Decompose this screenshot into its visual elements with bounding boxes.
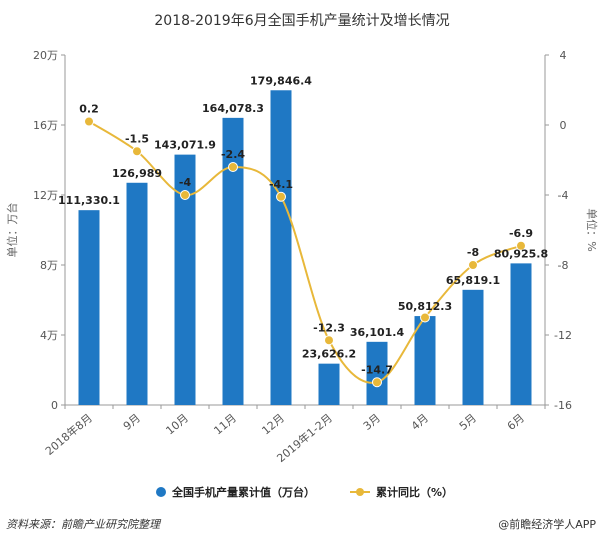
bar <box>174 154 196 405</box>
growth-line <box>88 120 522 384</box>
line-value-label: -4 <box>179 176 192 189</box>
growth-point <box>84 116 94 127</box>
y-right-axis-title: 单位：% <box>585 208 599 251</box>
bar-value-label: 50,812.3 <box>398 300 452 313</box>
bar-value-label: 65,819.1 <box>446 274 500 287</box>
growth-point <box>516 240 526 251</box>
bar <box>78 210 100 405</box>
bar <box>462 289 484 405</box>
y-right-tick-label: -16 <box>554 399 572 412</box>
line-value-label: -1.5 <box>125 132 149 145</box>
growth-point <box>228 162 238 172</box>
bar <box>414 316 436 405</box>
data-labels: 111,330.1 126,989 143,071.9 164,078.3 179,84… <box>58 74 548 376</box>
line-value-label: -8 <box>467 246 479 259</box>
line-value-label: -4.1 <box>269 178 293 191</box>
y-right-tick-label: -4 <box>558 189 569 202</box>
legend-bar-marker <box>156 487 166 497</box>
bar <box>222 117 244 405</box>
x-tick-label: 3月 <box>361 411 383 433</box>
x-tick-label: 2018年8月 <box>42 411 95 458</box>
legend-bar-label: 全国手机产量累计值（万台） <box>171 485 315 499</box>
growth-point <box>468 260 478 270</box>
line-value-label: 0.2 <box>79 103 99 116</box>
y-left-tick-label: 4万 <box>40 329 58 342</box>
bar-value-label: 126,989 <box>112 167 162 180</box>
x-tick-label: 11月 <box>211 411 239 437</box>
y-right-tick-label: 4 <box>560 49 567 62</box>
line-value-label: -12.3 <box>313 321 345 334</box>
legend-line-point <box>356 488 364 496</box>
growth-point <box>180 190 190 200</box>
source-note: 资料来源：前瞻产业研究院整理 <box>6 518 160 531</box>
y-left-tick-label: 8万 <box>40 259 58 272</box>
bar <box>270 90 292 405</box>
bar-value-label: 36,101.4 <box>350 326 405 339</box>
x-tick-label: 5月 <box>457 411 479 433</box>
bar <box>318 363 340 405</box>
bar-value-label: 23,626.2 <box>302 348 356 361</box>
x-tick-label: 10月 <box>163 411 191 437</box>
x-tick-label: 6月 <box>505 411 527 433</box>
bar-value-label: 80,925.8 <box>494 247 548 260</box>
line-series <box>84 116 526 388</box>
legend: 全国手机产量累计值（万台） 累计同比（%） <box>156 485 453 499</box>
growth-point <box>420 312 430 323</box>
y-right-tick-label: 0 <box>560 119 567 132</box>
bar-value-label: 143,071.9 <box>154 139 216 152</box>
y-left-tick-label: 0 <box>51 399 58 412</box>
line-value-label: -2.4 <box>221 148 245 161</box>
y-left-axis-title: 单位：万台 <box>5 203 19 258</box>
line-value-label: -6.9 <box>509 227 533 240</box>
legend-line-label: 累计同比（%） <box>376 485 453 499</box>
brand-note: @前瞻经济学人APP <box>498 518 596 531</box>
growth-point <box>276 191 286 202</box>
bar-value-label: 111,330.1 <box>58 194 120 207</box>
growth-point <box>372 377 382 388</box>
bar <box>126 182 148 405</box>
bar <box>510 263 532 405</box>
bar-series <box>78 90 532 405</box>
chart-title: 2018-2019年6月全国手机产量统计及增长情况 <box>154 12 449 29</box>
y-left-tick-label: 12万 <box>33 189 58 202</box>
x-tick-label: 4月 <box>409 411 431 433</box>
growth-point <box>324 335 334 346</box>
growth-point <box>132 146 142 157</box>
line-value-label: -14.7 <box>361 363 393 376</box>
y-right-tick-label: -12 <box>554 329 572 342</box>
bar-value-label: 164,078.3 <box>202 102 264 115</box>
y-left-tick-label: 16万 <box>33 119 58 132</box>
bar <box>366 341 388 405</box>
bar-value-label: 179,846.4 <box>250 74 312 87</box>
y-left-tick-label: 20万 <box>33 49 58 62</box>
x-tick-label: 9月 <box>121 411 143 433</box>
x-tick-label: 12月 <box>259 411 287 437</box>
y-right-tick-label: -8 <box>558 259 569 272</box>
